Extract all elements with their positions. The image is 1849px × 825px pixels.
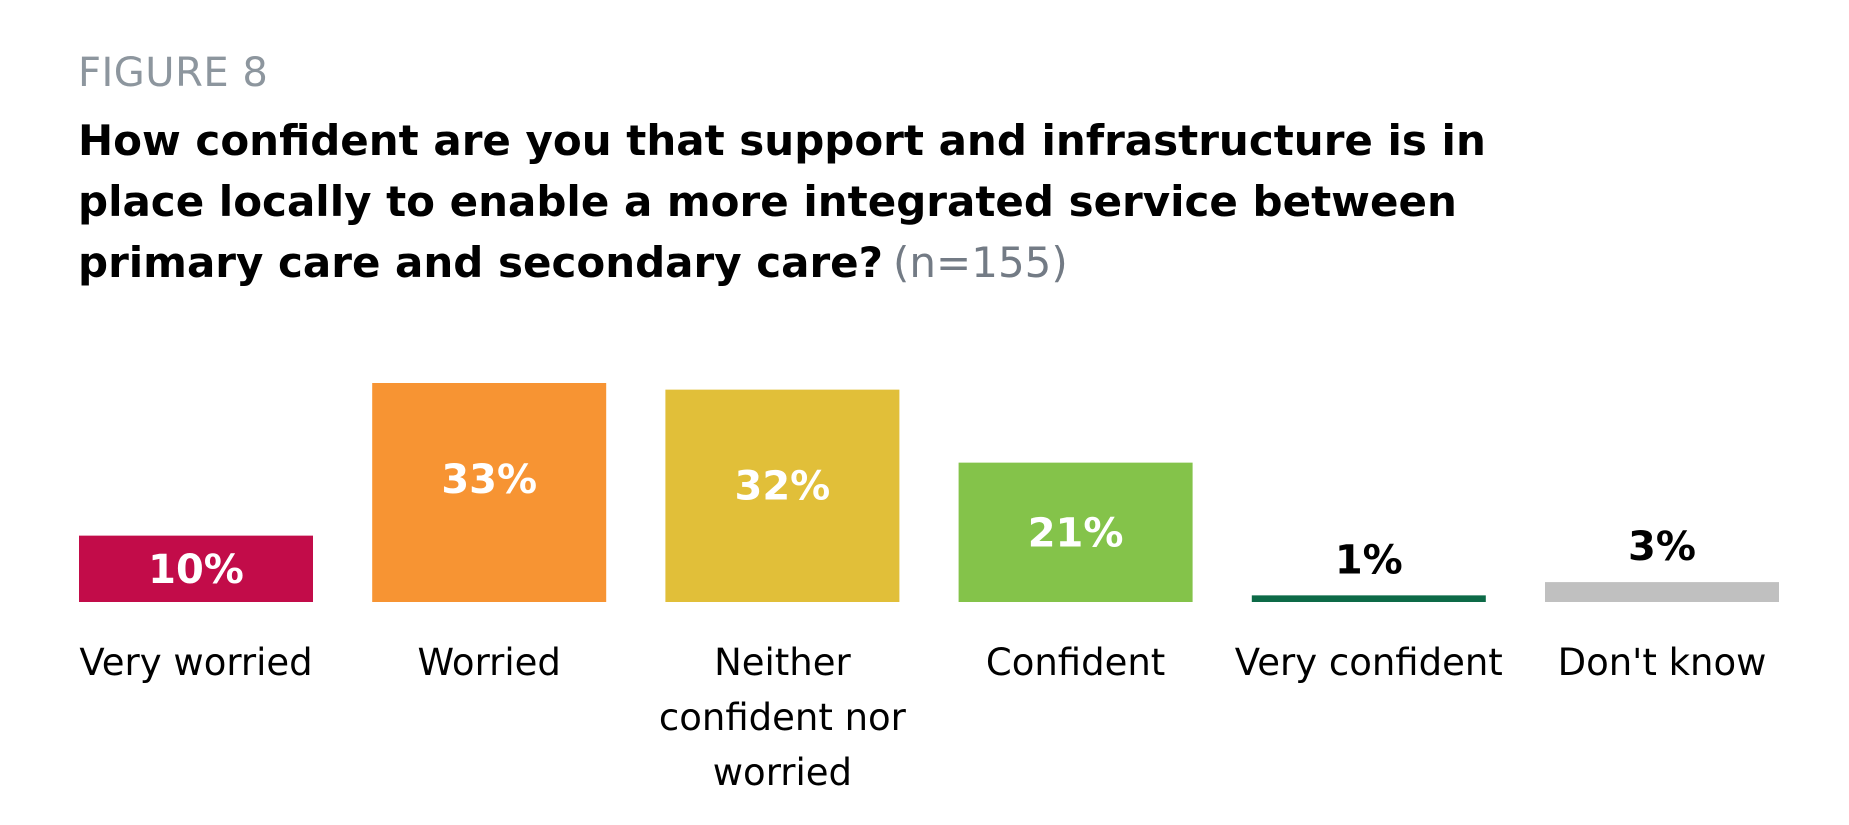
category-label-line: worried bbox=[713, 751, 852, 794]
bar-value-label-3: 21% bbox=[1028, 510, 1124, 556]
chart-title: How confident are you that support and i… bbox=[78, 110, 1578, 293]
bar-2 bbox=[665, 389, 900, 602]
category-label-line: Don't know bbox=[1558, 641, 1767, 684]
sample-size-note: (n=155) bbox=[893, 238, 1068, 287]
bar-0 bbox=[79, 535, 313, 602]
bar-value-label-2: 32% bbox=[735, 464, 831, 510]
chart-title-text: How confident are you that support and i… bbox=[78, 116, 1486, 287]
category-label-line: Confident bbox=[986, 641, 1165, 684]
category-label-line: Worried bbox=[418, 641, 561, 684]
category-label-3: Confident bbox=[986, 641, 1165, 684]
bar-3 bbox=[958, 462, 1193, 602]
figure-label: FIGURE 8 bbox=[78, 50, 269, 96]
category-label-line: confident nor bbox=[659, 696, 907, 739]
category-label-line: Neither bbox=[714, 641, 851, 684]
bar-4 bbox=[1251, 595, 1486, 602]
bar-5 bbox=[1545, 582, 1779, 602]
bar-value-label-5: 3% bbox=[1628, 524, 1696, 570]
bar-value-label-1: 33% bbox=[441, 457, 537, 503]
category-label-1: Worried bbox=[418, 641, 561, 684]
category-label-0: Very worried bbox=[79, 641, 312, 684]
category-label-line: Very confident bbox=[1235, 641, 1503, 684]
category-label-line: Very worried bbox=[79, 641, 312, 684]
category-label-5: Don't know bbox=[1558, 641, 1767, 684]
bar-1 bbox=[372, 383, 607, 602]
bar-value-label-4: 1% bbox=[1335, 537, 1403, 583]
category-label-2: Neither confident nor worried bbox=[659, 641, 907, 794]
category-label-4: Very confident bbox=[1235, 641, 1503, 684]
bar-value-label-0: 10% bbox=[148, 547, 244, 593]
